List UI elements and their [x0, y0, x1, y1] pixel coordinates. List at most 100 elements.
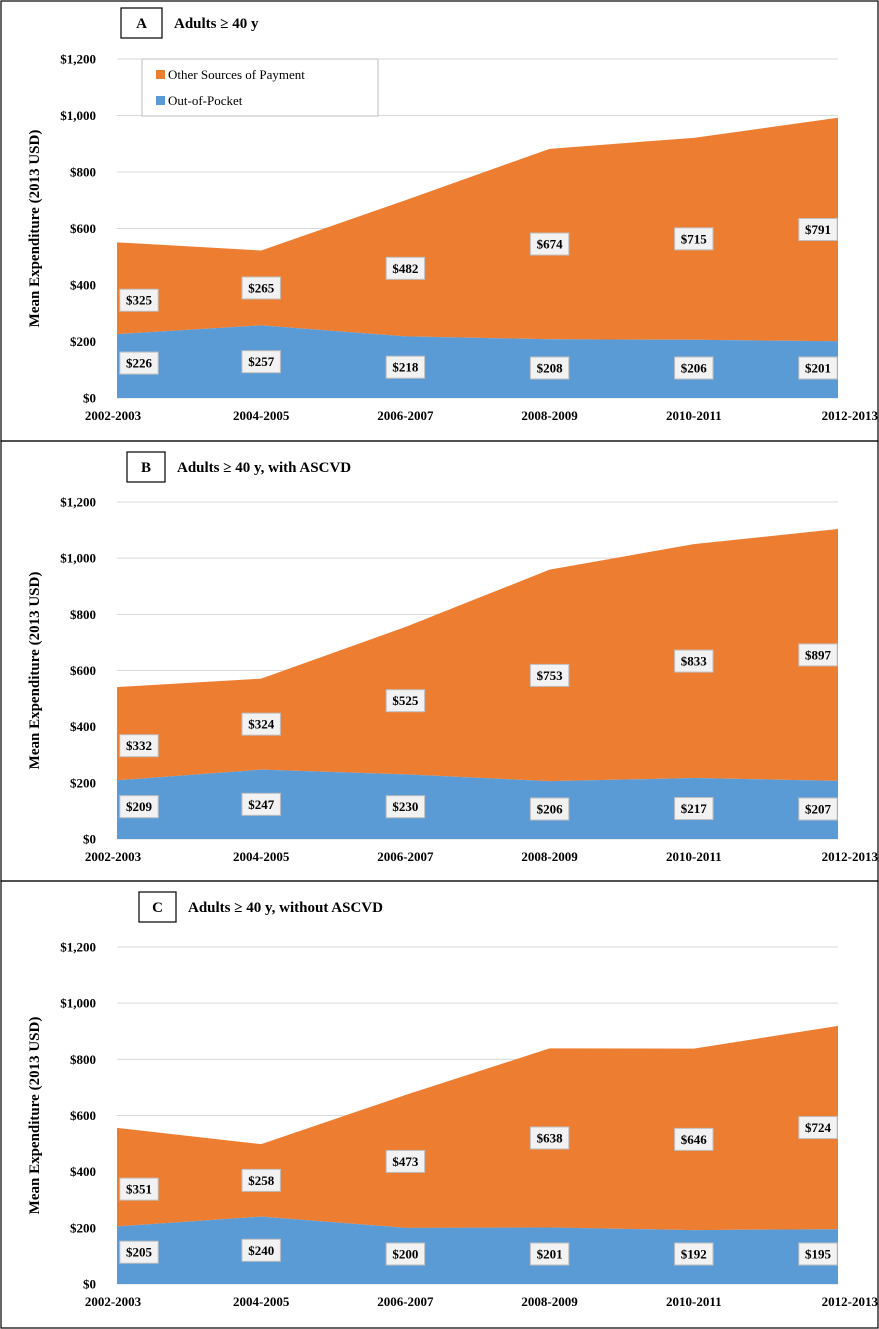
y-tick-label: $0: [83, 832, 96, 847]
legend-entry: Other Sources of Payment: [168, 67, 305, 82]
x-tick-label: 2008-2009: [521, 849, 578, 864]
area-other-sources: [117, 117, 838, 342]
data-label-out-of-pocket: $218: [392, 360, 419, 375]
data-label-other-sources-box: [385, 1149, 426, 1173]
x-tick-label: 2010-2011: [666, 849, 722, 864]
y-tick-label: $200: [70, 775, 96, 790]
data-label-out-of-pocket: $240: [248, 1243, 274, 1258]
y-tick-label: $600: [70, 221, 96, 236]
data-label-out-of-pocket-box: [529, 1242, 570, 1266]
data-label-other-sources: $646: [681, 1132, 708, 1147]
area-out-of-pocket: [117, 325, 838, 398]
x-tick-label: 2010-2011: [666, 408, 722, 423]
data-label-other-sources-box: [529, 1126, 570, 1150]
data-label-out-of-pocket-box: [385, 1242, 426, 1266]
y-tick-label: $1,000: [60, 108, 96, 123]
chart-panel-b: $0 $200 $400 $600 $800 $1,000 $1,200 2002-2003 2…: [0, 440, 879, 882]
data-label-other-sources: $351: [126, 1182, 152, 1197]
y-tick-label: $800: [70, 165, 96, 180]
legend-frame: [141, 58, 379, 117]
chart-panel-a: $0 $200 $400 $600 $800 $1,000 $1,200 2002-2003 2…: [0, 0, 879, 442]
data-label-other-sources-box: [241, 1168, 281, 1192]
data-label-out-of-pocket-box: [241, 1238, 281, 1262]
data-label-other-sources-box: [529, 232, 570, 256]
data-label-out-of-pocket: $209: [126, 799, 153, 814]
data-label-other-sources-box: [674, 649, 714, 673]
y-tick-label: $1,200: [60, 940, 96, 955]
legend-entry: Out-of-Pocket: [168, 93, 243, 108]
x-tick-label: 2002-2003: [85, 849, 142, 864]
data-label-other-sources: $473: [392, 1154, 419, 1169]
data-label-other-sources: $324: [248, 717, 275, 732]
data-label-other-sources: $638: [537, 1130, 564, 1145]
data-label-other-sources: $482: [392, 261, 418, 276]
y-tick-label: $0: [83, 1277, 96, 1292]
data-label-out-of-pocket-box: [119, 795, 159, 819]
x-tick-label: 2002-2003: [85, 408, 142, 423]
data-label-other-sources-box: [798, 217, 838, 241]
data-label-out-of-pocket-box: [385, 795, 426, 819]
data-label-out-of-pocket-box: [241, 350, 281, 374]
data-label-out-of-pocket-box: [798, 797, 838, 821]
panel-letter: A: [136, 16, 147, 32]
y-tick-label: $400: [70, 278, 96, 293]
x-tick-label: 2006-2007: [377, 849, 434, 864]
y-axis-label: Mean Expenditure (2013 USD): [27, 572, 43, 770]
chart-panel-c: $0 $200 $400 $600 $800 $1,000 $1,200 2002-2003 2…: [0, 880, 879, 1329]
data-label-other-sources-box: [241, 712, 281, 736]
data-label-other-sources: $325: [126, 293, 153, 308]
panel-title: Adults ≥ 40 y: [174, 16, 259, 32]
x-tick-label: 2010-2011: [666, 1294, 722, 1309]
area-out-of-pocket: [117, 1216, 838, 1284]
panel-letter: C: [152, 900, 163, 916]
y-tick-label: $600: [70, 1108, 96, 1123]
data-label-other-sources: $258: [248, 1173, 275, 1188]
data-label-other-sources-box: [798, 1116, 838, 1140]
data-label-out-of-pocket: $201: [805, 361, 831, 376]
x-tick-label: 2002-2003: [85, 1294, 142, 1309]
data-label-out-of-pocket: $201: [537, 1247, 563, 1262]
data-label-other-sources-box: [119, 734, 159, 758]
data-label-other-sources-box: [119, 288, 159, 312]
data-label-out-of-pocket: $200: [392, 1247, 418, 1262]
x-tick-label: 2006-2007: [377, 408, 434, 423]
data-label-other-sources-box: [529, 663, 570, 687]
data-label-out-of-pocket-box: [241, 792, 281, 816]
data-label-other-sources-box: [674, 227, 714, 251]
x-tick-label: 2004-2005: [233, 1294, 290, 1309]
data-label-out-of-pocket-box: [119, 1240, 159, 1264]
y-tick-label: $1,200: [60, 495, 96, 510]
legend: Other Sources of Payment Out-of-Pocket: [141, 58, 379, 117]
data-label-out-of-pocket: $205: [126, 1245, 153, 1260]
data-label-other-sources-box: [385, 256, 426, 280]
data-label-other-sources: $724: [805, 1120, 832, 1135]
y-tick-label: $0: [83, 391, 96, 406]
data-label-out-of-pocket: $257: [248, 354, 275, 369]
data-label-other-sources: $791: [805, 222, 831, 237]
x-tick-label: 2008-2009: [521, 408, 578, 423]
data-label-other-sources: $674: [537, 237, 564, 252]
y-tick-label: $400: [70, 1164, 96, 1179]
y-tick-label: $200: [70, 334, 96, 349]
data-label-other-sources: $332: [126, 738, 152, 753]
x-tick-label: 2004-2005: [233, 408, 290, 423]
panel-letter-box: [120, 7, 163, 39]
y-axis-label: Mean Expenditure (2013 USD): [27, 1017, 43, 1215]
x-tick-label: 2004-2005: [233, 849, 290, 864]
data-label-other-sources-box: [385, 689, 426, 713]
data-label-other-sources: $753: [537, 668, 564, 683]
panel-title: Adults ≥ 40 y, with ASCVD: [177, 460, 351, 476]
data-label-other-sources: $833: [681, 654, 708, 669]
y-tick-label: $800: [70, 607, 96, 622]
area-other-sources: [117, 528, 838, 782]
panel-letter-box: [126, 451, 166, 483]
data-label-out-of-pocket-box: [385, 355, 426, 379]
data-label-other-sources-box: [119, 1177, 159, 1201]
panel-letter: B: [141, 460, 151, 476]
data-label-out-of-pocket-box: [529, 797, 570, 821]
data-label-out-of-pocket-box: [674, 797, 714, 821]
data-label-other-sources: $265: [248, 280, 275, 295]
y-tick-label: $400: [70, 719, 96, 734]
data-label-out-of-pocket: $207: [805, 802, 832, 817]
x-tick-label: 2012-2013: [822, 849, 879, 864]
